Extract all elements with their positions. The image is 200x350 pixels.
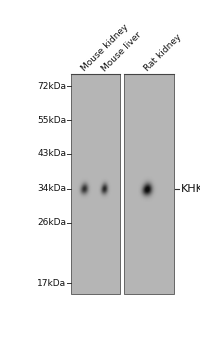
Text: KHK: KHK: [181, 184, 200, 194]
Bar: [71, 74, 120, 294]
Text: 26kDa: 26kDa: [37, 218, 66, 227]
Text: Mouse liver: Mouse liver: [100, 30, 143, 73]
Bar: [124, 74, 174, 294]
Text: 72kDa: 72kDa: [37, 82, 66, 91]
Text: Mouse kidney: Mouse kidney: [80, 22, 130, 73]
Text: 43kDa: 43kDa: [37, 149, 66, 158]
Text: 34kDa: 34kDa: [37, 184, 66, 194]
Text: 55kDa: 55kDa: [37, 116, 66, 125]
Text: Rat kidney: Rat kidney: [143, 33, 183, 73]
Text: 17kDa: 17kDa: [37, 279, 66, 288]
